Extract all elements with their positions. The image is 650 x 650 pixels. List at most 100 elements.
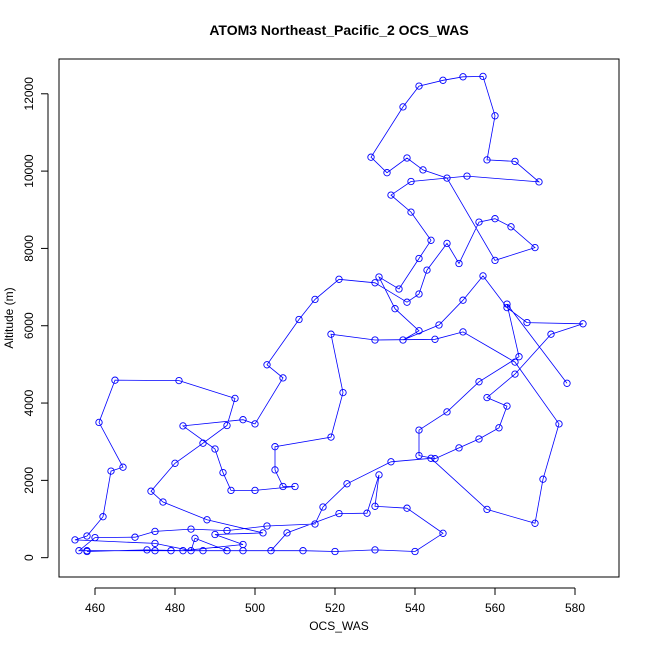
data-point xyxy=(151,539,159,548)
data-point xyxy=(107,467,115,475)
data-point xyxy=(167,547,175,555)
data-point xyxy=(491,256,499,265)
data-point xyxy=(503,303,511,312)
data-point xyxy=(443,408,451,416)
series-layer xyxy=(71,72,587,556)
data-point xyxy=(387,458,395,466)
y-axis-label: Altitude (m) xyxy=(2,287,16,348)
data-point xyxy=(579,320,587,328)
data-point xyxy=(539,475,547,483)
data-point xyxy=(435,321,443,329)
x-tick-label: 580 xyxy=(565,601,585,615)
data-point xyxy=(503,300,511,308)
y-tick-label: 6000 xyxy=(22,312,36,339)
x-axis: 460 480 500 520 540 560 580 xyxy=(85,587,585,615)
data-point xyxy=(415,426,423,434)
data-point xyxy=(263,361,271,369)
data-point xyxy=(227,486,235,495)
data-point xyxy=(407,208,415,216)
data-point xyxy=(491,112,499,120)
x-tick-label: 540 xyxy=(405,601,425,615)
data-point xyxy=(363,509,371,517)
data-point xyxy=(211,445,219,453)
data-point xyxy=(375,273,383,281)
data-point xyxy=(387,191,395,199)
data-point xyxy=(119,463,127,471)
data-point xyxy=(371,336,379,344)
data-point xyxy=(267,547,275,555)
data-point xyxy=(399,336,407,344)
data-point xyxy=(143,546,151,554)
data-point xyxy=(439,529,447,537)
data-point xyxy=(343,480,351,488)
data-point xyxy=(295,315,303,324)
data-point xyxy=(199,439,207,447)
data-point xyxy=(219,468,227,477)
data-point xyxy=(99,513,107,521)
data-point xyxy=(459,328,467,336)
data-point xyxy=(455,259,463,268)
data-point xyxy=(403,504,411,512)
data-point xyxy=(415,254,423,263)
data-point xyxy=(383,169,391,177)
data-point xyxy=(547,330,555,338)
data-point xyxy=(463,172,471,180)
data-point xyxy=(283,529,291,537)
x-tick-label: 480 xyxy=(165,601,185,615)
data-point xyxy=(311,295,319,304)
data-point xyxy=(175,376,183,385)
chart-title: ATOM3 Northeast_Pacific_2 OCS_WAS xyxy=(209,22,468,38)
y-tick-label: 0 xyxy=(22,554,36,561)
data-point xyxy=(411,547,419,556)
data-point xyxy=(211,530,219,539)
data-point xyxy=(479,272,487,280)
data-point xyxy=(459,73,467,81)
data-point xyxy=(367,153,375,161)
data-point xyxy=(427,236,435,244)
data-point xyxy=(407,177,415,186)
data-point xyxy=(515,353,523,361)
data-point xyxy=(503,402,511,410)
data-point xyxy=(335,275,343,283)
data-point xyxy=(423,266,431,274)
data-point xyxy=(431,335,439,343)
x-tick-label: 560 xyxy=(485,601,505,615)
data-point xyxy=(483,393,491,402)
data-point xyxy=(319,503,327,511)
data-point xyxy=(327,433,335,441)
data-point xyxy=(419,166,427,174)
data-point xyxy=(459,296,467,304)
y-axis: 0 2000 4000 6000 8000 10000 12000 xyxy=(22,77,49,561)
data-point xyxy=(511,370,519,378)
data-point xyxy=(511,157,519,166)
data-point xyxy=(507,223,515,231)
data-point xyxy=(199,547,207,555)
data-point xyxy=(479,72,487,81)
data-point xyxy=(239,547,247,555)
data-point xyxy=(71,536,79,544)
data-point xyxy=(555,420,563,428)
data-point xyxy=(395,285,403,293)
data-point xyxy=(179,422,187,430)
data-point xyxy=(415,82,423,90)
data-point xyxy=(151,527,159,536)
data-point xyxy=(443,239,451,248)
x-tick-label: 460 xyxy=(85,601,105,615)
data-point xyxy=(531,519,539,527)
data-point xyxy=(475,378,483,386)
y-tick-label: 10000 xyxy=(22,154,36,188)
data-point xyxy=(563,379,571,387)
data-point xyxy=(203,516,211,524)
data-point xyxy=(427,454,435,462)
data-point xyxy=(223,421,231,430)
data-point xyxy=(371,546,379,554)
data-point xyxy=(335,509,343,518)
data-point xyxy=(339,388,347,397)
data-point xyxy=(511,358,519,366)
data-point xyxy=(131,533,139,541)
data-point xyxy=(331,547,339,556)
data-point xyxy=(271,466,279,474)
data-point xyxy=(251,486,259,495)
data-point xyxy=(483,156,491,164)
data-point xyxy=(531,243,539,252)
